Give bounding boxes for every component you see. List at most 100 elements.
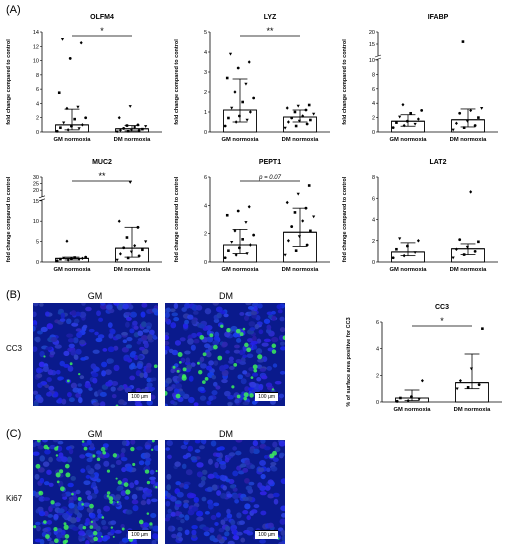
data-point — [225, 76, 229, 80]
data-point — [469, 108, 473, 113]
data-point — [409, 111, 412, 115]
data-point — [228, 52, 233, 56]
nuclei-stain-image — [33, 303, 158, 406]
data-point — [55, 129, 59, 133]
data-point — [307, 184, 311, 187]
data-point — [241, 238, 244, 241]
y-tick-label: 0 — [372, 260, 375, 266]
data-point — [296, 104, 300, 108]
data-point — [417, 398, 421, 401]
y-axis-label: fold change compared to control — [174, 39, 180, 125]
data-point — [473, 249, 477, 253]
y-tick-label: 4 — [36, 101, 39, 107]
data-point — [252, 96, 256, 100]
data-point — [305, 243, 309, 247]
data-point — [73, 256, 76, 259]
data-point — [223, 124, 227, 128]
data-point — [117, 116, 121, 120]
data-point — [401, 102, 405, 107]
data-point — [413, 122, 417, 126]
data-point — [79, 41, 83, 45]
data-point — [115, 130, 119, 134]
y-tick-label: 15 — [33, 199, 39, 205]
y-tick-label: 4 — [204, 50, 207, 56]
data-point — [480, 107, 484, 110]
data-point — [469, 190, 473, 194]
panel-label-a: (A) — [6, 4, 21, 16]
data-point — [458, 378, 462, 383]
y-tick-label: 6 — [204, 175, 207, 181]
data-point — [84, 116, 88, 120]
y-tick-label: 6 — [376, 320, 379, 326]
data-point — [230, 240, 234, 244]
data-point — [395, 399, 399, 403]
chart-muc2: MUC2 fold change compared to control 0 5 10 1… — [0, 155, 170, 280]
chart-ifabp: IFABP fold change compared to control 0 2 4 6… — [336, 10, 506, 150]
data-point — [248, 110, 252, 114]
chart-title: LYZ — [264, 14, 277, 21]
nuclei-stain-image — [165, 303, 285, 406]
chart-title: LAT2 — [430, 159, 447, 166]
chart-title: CC3 — [435, 304, 449, 311]
data-point — [294, 124, 298, 128]
data-point — [458, 111, 462, 115]
data-point — [117, 219, 121, 223]
data-point — [118, 252, 122, 256]
panel-label-c: (C) — [6, 428, 22, 440]
data-point — [420, 109, 424, 112]
y-tick-label: 2 — [372, 116, 375, 122]
data-point — [416, 117, 420, 121]
x-tick-label: DM normoxia — [282, 267, 319, 273]
chart-lyz: LYZ fold change compared to control 0 1 2 3 4 5… — [168, 10, 338, 150]
col-label-dm-2: DM — [219, 429, 233, 439]
y-axis-label: fold change compared to control — [342, 39, 348, 125]
y-axis-label: fold change compared to control — [174, 176, 180, 262]
data-point — [126, 256, 130, 260]
y-tick-label: 0 — [204, 260, 207, 266]
data-point — [84, 255, 88, 259]
data-point — [455, 387, 459, 391]
data-point — [395, 247, 398, 251]
data-point — [236, 209, 240, 213]
data-point — [73, 117, 76, 121]
data-point — [481, 327, 484, 330]
data-point — [420, 378, 424, 383]
y-tick-label: 1 — [204, 110, 207, 116]
row-label-ki67: Ki67 — [6, 494, 23, 503]
microscopy-gm-cc3: 100 µm — [33, 303, 158, 406]
data-point — [144, 125, 148, 128]
panel-label-b: (B) — [6, 289, 21, 301]
x-tick-label: GM normoxia — [221, 267, 259, 273]
data-point — [115, 258, 119, 262]
y-tick-label: 3 — [204, 70, 207, 76]
y-tick-label: 14 — [33, 30, 39, 36]
y-tick-label: 2 — [376, 373, 379, 379]
data-point — [65, 106, 69, 111]
significance-label: ** — [266, 26, 274, 36]
axis-break-mark — [374, 54, 382, 58]
data-point — [283, 126, 287, 130]
data-point — [225, 213, 229, 217]
y-tick-label: 0 — [372, 130, 375, 136]
y-tick-label: 10 — [33, 219, 39, 225]
chart-olfm4: OLFM4 fold change compared to control 0 2 4 6… — [0, 10, 170, 150]
y-axis-label: fold change compared to control — [6, 39, 12, 125]
chart-cc3: CC3 % of surface area positive for CC3 0 2 4… — [340, 300, 510, 420]
y-tick-label: 5 — [36, 240, 39, 246]
data-point — [59, 126, 62, 130]
significance-label: * — [100, 26, 104, 36]
x-tick-label: GM normoxia — [221, 137, 259, 143]
x-tick-label: GM normoxia — [393, 407, 431, 413]
chart-title: OLFM4 — [90, 14, 114, 21]
y-tick-label: 0 — [204, 130, 207, 136]
data-point — [286, 239, 290, 243]
data-point — [55, 259, 59, 263]
scalebar: 100 µm — [255, 392, 278, 401]
y-tick-label: 8 — [372, 175, 375, 181]
data-point — [305, 122, 309, 126]
y-tick-label: 8 — [372, 72, 375, 78]
data-point — [391, 256, 395, 260]
data-point — [57, 91, 61, 95]
data-point — [233, 90, 237, 94]
col-label-dm: DM — [219, 291, 233, 301]
